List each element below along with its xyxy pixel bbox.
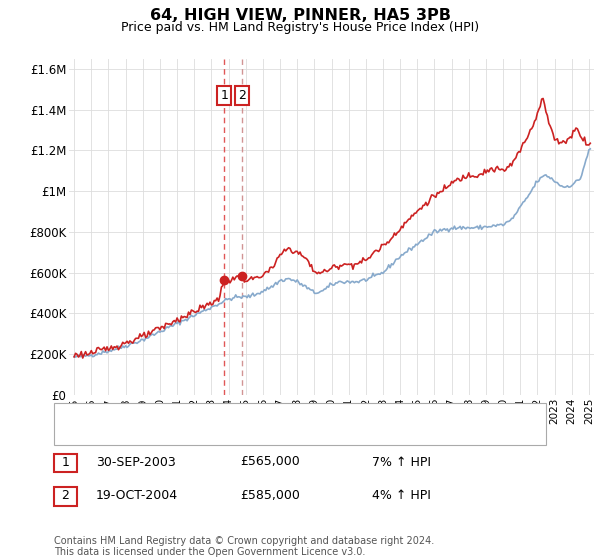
- Text: HPI: Average price, detached house, Harrow: HPI: Average price, detached house, Harr…: [102, 428, 348, 438]
- Text: Price paid vs. HM Land Registry's House Price Index (HPI): Price paid vs. HM Land Registry's House …: [121, 21, 479, 34]
- Text: 1: 1: [220, 89, 228, 102]
- Text: £585,000: £585,000: [240, 489, 300, 502]
- Text: 19-OCT-2004: 19-OCT-2004: [96, 489, 178, 502]
- Text: —: —: [87, 407, 105, 425]
- Text: £565,000: £565,000: [240, 455, 300, 469]
- Text: Contains HM Land Registry data © Crown copyright and database right 2024.
This d: Contains HM Land Registry data © Crown c…: [54, 535, 434, 557]
- Text: 64, HIGH VIEW, PINNER, HA5 3PB: 64, HIGH VIEW, PINNER, HA5 3PB: [149, 8, 451, 24]
- Text: —: —: [72, 407, 90, 425]
- Text: 64, HIGH VIEW, PINNER, HA5 3PB (detached house): 64, HIGH VIEW, PINNER, HA5 3PB (detached…: [102, 411, 389, 421]
- Text: 2: 2: [61, 489, 70, 502]
- Text: 2: 2: [238, 89, 246, 102]
- Text: —: —: [72, 424, 90, 442]
- Text: 30-SEP-2003: 30-SEP-2003: [96, 455, 176, 469]
- Text: 1: 1: [61, 455, 70, 469]
- Text: —: —: [87, 424, 105, 442]
- Text: 7% ↑ HPI: 7% ↑ HPI: [372, 455, 431, 469]
- Text: 4% ↑ HPI: 4% ↑ HPI: [372, 489, 431, 502]
